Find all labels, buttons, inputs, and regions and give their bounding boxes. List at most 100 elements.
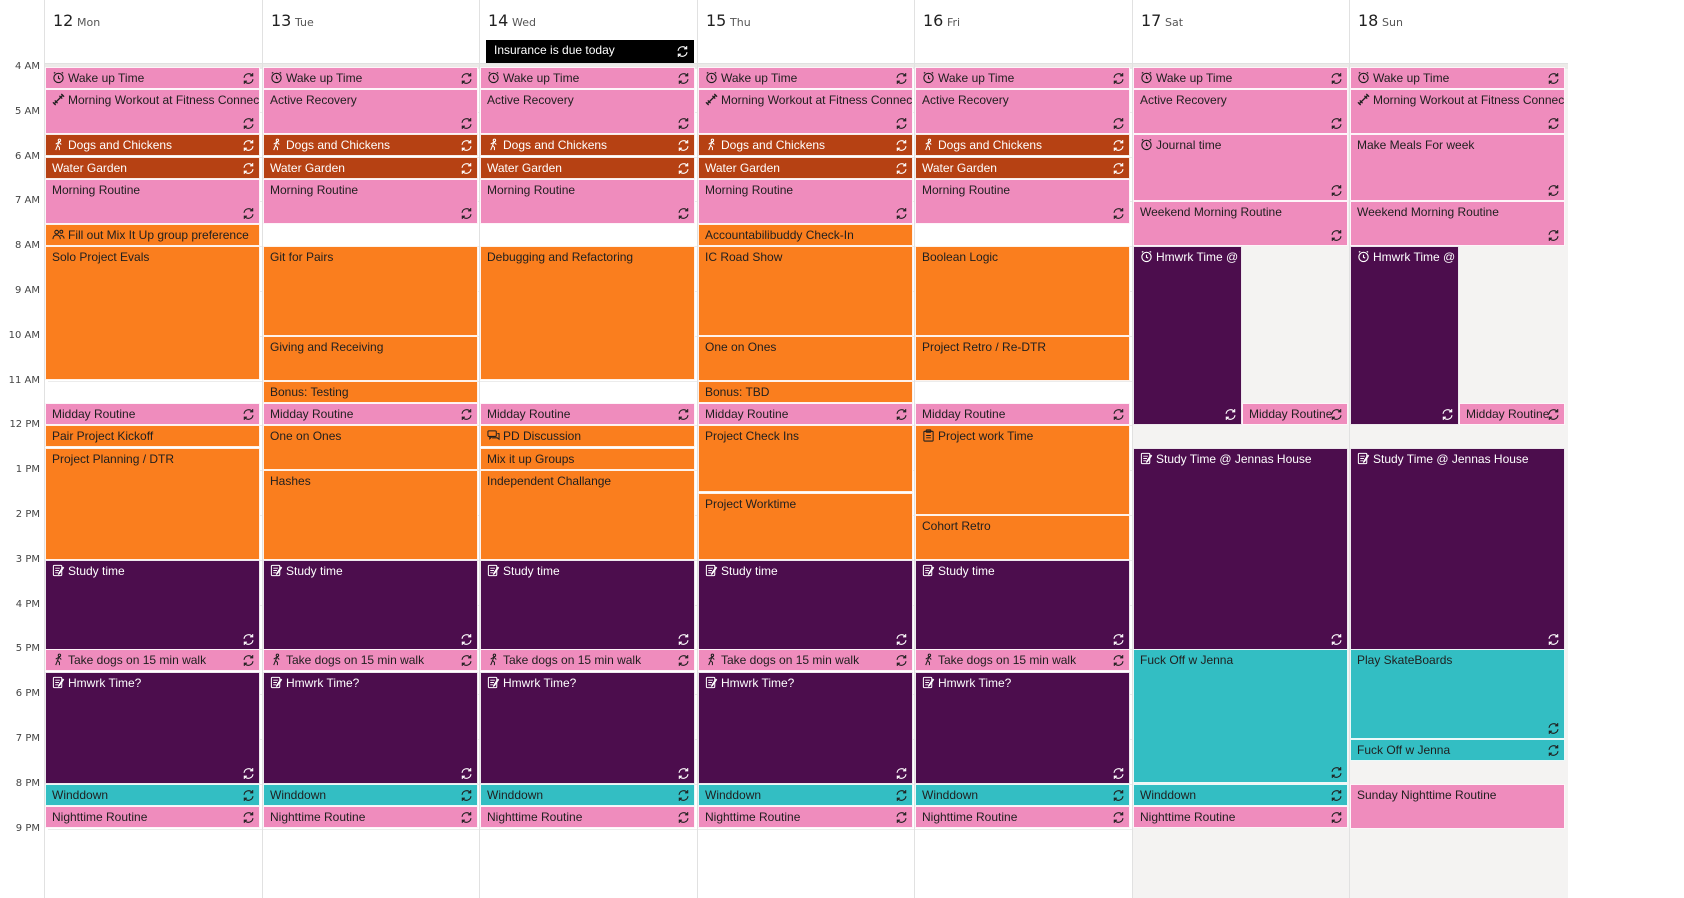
calendar-event[interactable]: Fuck Off w Jenna	[1133, 649, 1348, 783]
calendar-event[interactable]: Project Worktime	[698, 493, 913, 560]
calendar-event[interactable]: Study time	[698, 560, 913, 650]
calendar-event[interactable]: Study time	[915, 560, 1130, 650]
calendar-event[interactable]: Take dogs on 15 min walk	[480, 649, 695, 671]
calendar-event[interactable]: Project work Time	[915, 425, 1130, 515]
calendar-event[interactable]: Water Garden	[480, 157, 695, 179]
calendar-event[interactable]: Midday Routine	[263, 403, 478, 425]
calendar-event[interactable]: Study time	[263, 560, 478, 650]
calendar-event[interactable]: Fill out Mix It Up group preference	[45, 224, 260, 246]
calendar-event[interactable]: Cohort Retro	[915, 515, 1130, 560]
calendar-event[interactable]: Weekend Morning Routine	[1350, 201, 1565, 246]
day-column-mon[interactable]: 12 Mon	[44, 0, 262, 898]
calendar-event[interactable]: Active Recovery	[263, 89, 478, 134]
calendar-event[interactable]: Hmwrk Time @	[1350, 246, 1459, 425]
calendar-event[interactable]: Take dogs on 15 min walk	[45, 649, 260, 671]
calendar-event[interactable]: Morning Workout at Fitness Connectio	[698, 89, 913, 134]
calendar-event[interactable]: Water Garden	[263, 157, 478, 179]
calendar-event[interactable]: Study time	[45, 560, 260, 650]
calendar-event[interactable]: Boolean Logic	[915, 246, 1130, 336]
calendar-event[interactable]: Wake up Time	[698, 67, 913, 89]
calendar-event[interactable]: Project Planning / DTR	[45, 448, 260, 560]
calendar-event[interactable]: Morning Routine	[263, 179, 478, 224]
day-header[interactable]: 16 Fri	[915, 0, 1132, 64]
day-column-fri[interactable]: 16 Fri	[914, 0, 1132, 898]
calendar-event[interactable]: Midday Routine	[1459, 403, 1565, 425]
day-header[interactable]: 12 Mon	[45, 0, 262, 64]
calendar-event[interactable]: Project Check Ins	[698, 425, 913, 492]
calendar-event[interactable]: Fuck Off w Jenna	[1350, 739, 1565, 761]
calendar-event[interactable]: Hashes	[263, 470, 478, 560]
calendar-event[interactable]: Winddown	[698, 784, 913, 806]
calendar-event[interactable]: Nighttime Routine	[263, 806, 478, 828]
calendar-event[interactable]: Study Time @ Jennas House	[1133, 448, 1348, 650]
calendar-event[interactable]: Project Retro / Re-DTR	[915, 336, 1130, 381]
calendar-event[interactable]: Nighttime Routine	[480, 806, 695, 828]
calendar-event[interactable]: Weekend Morning Routine	[1133, 201, 1348, 246]
day-column-thu[interactable]: 15 Thu	[697, 0, 914, 898]
calendar-event[interactable]: Midday Routine	[480, 403, 695, 425]
day-header[interactable]: 15 Thu	[698, 0, 914, 64]
calendar-event[interactable]: Study time	[480, 560, 695, 650]
calendar-event[interactable]: Dogs and Chickens	[45, 134, 260, 156]
calendar-event[interactable]: Morning Routine	[45, 179, 260, 224]
day-header[interactable]: 18 Sun	[1350, 0, 1568, 64]
calendar-event[interactable]: Wake up Time	[45, 67, 260, 89]
calendar-event[interactable]: Dogs and Chickens	[480, 134, 695, 156]
calendar-event[interactable]: Water Garden	[45, 157, 260, 179]
calendar-event[interactable]: Hmwrk Time @	[1133, 246, 1242, 425]
calendar-event[interactable]: Morning Routine	[698, 179, 913, 224]
calendar-event[interactable]: Play SkateBoards	[1350, 649, 1565, 739]
calendar-event[interactable]: Winddown	[480, 784, 695, 806]
calendar-event[interactable]: Study Time @ Jennas House	[1350, 448, 1565, 650]
calendar-event[interactable]: Wake up Time	[263, 67, 478, 89]
calendar-event[interactable]: Sunday Nighttime Routine	[1350, 784, 1565, 829]
day-header[interactable]: 17 Sat	[1133, 0, 1349, 64]
calendar-event[interactable]: Solo Project Evals	[45, 246, 260, 380]
calendar-event[interactable]: Nighttime Routine	[698, 806, 913, 828]
calendar-event[interactable]: Midday Routine	[915, 403, 1130, 425]
calendar-event[interactable]: Winddown	[915, 784, 1130, 806]
calendar-event[interactable]: Active Recovery	[1133, 89, 1348, 134]
calendar-event[interactable]: Active Recovery	[915, 89, 1130, 134]
calendar-event[interactable]: Pair Project Kickoff	[45, 425, 260, 447]
calendar-event[interactable]: Hmwrk Time?	[263, 672, 478, 784]
calendar-event[interactable]: Nighttime Routine	[915, 806, 1130, 828]
calendar-event[interactable]: Git for Pairs	[263, 246, 478, 336]
calendar-event[interactable]: Morning Workout at Fitness Connectio	[45, 89, 260, 134]
calendar-event[interactable]: Bonus: TBD	[698, 381, 913, 403]
calendar-event[interactable]: Journal time	[1133, 134, 1348, 201]
calendar-event[interactable]: Giving and Receiving	[263, 336, 478, 381]
calendar-event[interactable]: Hmwrk Time?	[698, 672, 913, 784]
calendar-event[interactable]: Wake up Time	[480, 67, 695, 89]
calendar-event[interactable]: Dogs and Chickens	[915, 134, 1130, 156]
calendar-event[interactable]: Wake up Time	[915, 67, 1130, 89]
calendar-event[interactable]: Hmwrk Time?	[480, 672, 695, 784]
calendar-event[interactable]: PD Discussion	[480, 425, 695, 447]
calendar-event[interactable]: Winddown	[45, 784, 260, 806]
calendar-event[interactable]: Morning Routine	[480, 179, 695, 224]
calendar-event[interactable]: Make Meals For week	[1350, 134, 1565, 201]
calendar-event[interactable]: Accountabilibuddy Check-In	[698, 224, 913, 246]
calendar-event[interactable]: Hmwrk Time?	[45, 672, 260, 784]
calendar-event[interactable]: IC Road Show	[698, 246, 913, 336]
calendar-event[interactable]: Wake up Time	[1133, 67, 1348, 89]
calendar-event[interactable]: Nighttime Routine	[1133, 806, 1348, 828]
calendar-event[interactable]: Water Garden	[698, 157, 913, 179]
calendar-event[interactable]: Winddown	[1133, 784, 1348, 806]
calendar-event[interactable]: Dogs and Chickens	[263, 134, 478, 156]
calendar-event[interactable]: Midday Routine	[45, 403, 260, 425]
calendar-event[interactable]: Midday Routine	[698, 403, 913, 425]
calendar-event[interactable]: Morning Workout at Fitness Connectio	[1350, 89, 1565, 134]
calendar-event[interactable]: Nighttime Routine	[45, 806, 260, 828]
calendar-event[interactable]: Take dogs on 15 min walk	[263, 649, 478, 671]
calendar-event[interactable]: One on Ones	[263, 425, 478, 470]
calendar-event[interactable]: One on Ones	[698, 336, 913, 381]
calendar-event[interactable]: Independent Challange	[480, 470, 695, 560]
calendar-event[interactable]: Midday Routine	[1242, 403, 1348, 425]
calendar-event[interactable]: Dogs and Chickens	[698, 134, 913, 156]
all-day-event[interactable]: Insurance is due today	[483, 40, 694, 63]
calendar-event[interactable]: Take dogs on 15 min walk	[698, 649, 913, 671]
calendar-event[interactable]: Hmwrk Time?	[915, 672, 1130, 784]
calendar-event[interactable]: Active Recovery	[480, 89, 695, 134]
calendar-event[interactable]: Mix it up Groups	[480, 448, 695, 470]
